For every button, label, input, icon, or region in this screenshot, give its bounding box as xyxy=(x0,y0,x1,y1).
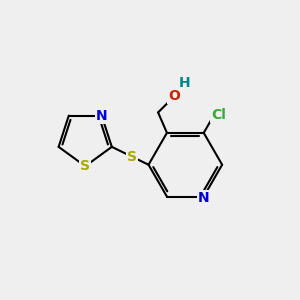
Text: S: S xyxy=(127,150,137,164)
Text: S: S xyxy=(80,159,90,173)
Text: O: O xyxy=(168,89,180,103)
Text: H: H xyxy=(179,76,190,90)
Text: N: N xyxy=(198,191,209,205)
Text: Cl: Cl xyxy=(211,108,226,122)
Text: N: N xyxy=(96,109,107,123)
